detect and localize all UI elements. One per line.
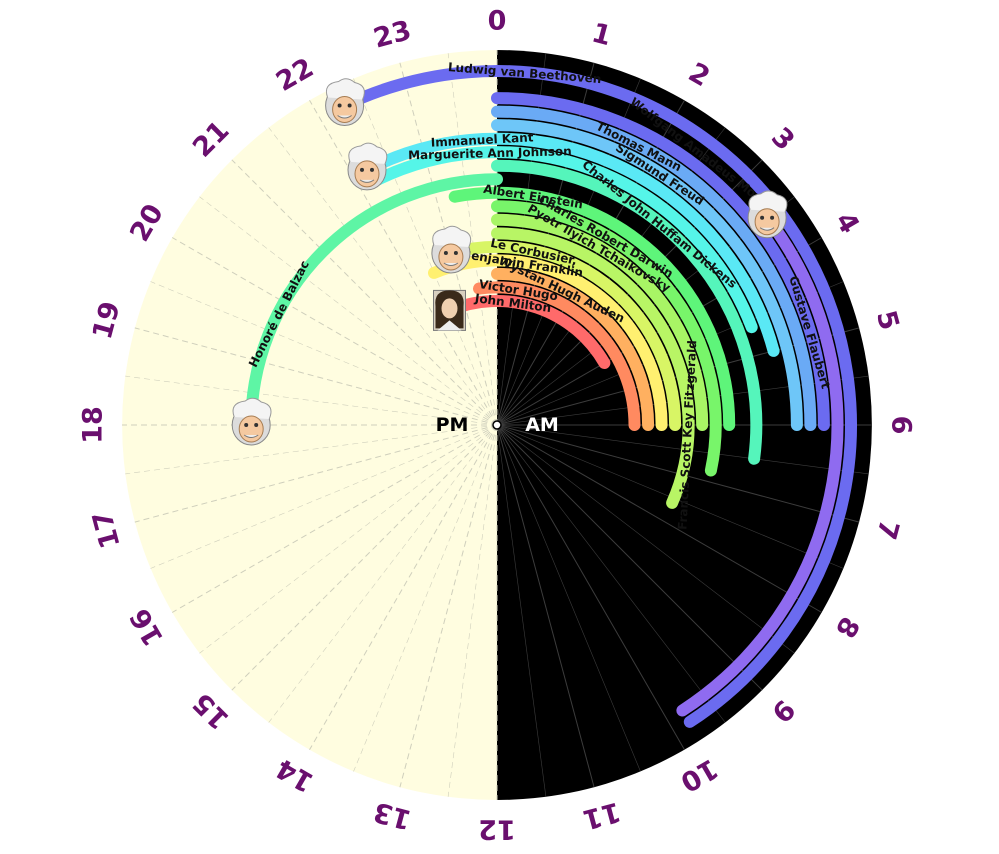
sleep-arc — [491, 227, 695, 509]
hour-label: 3 — [765, 122, 800, 157]
hour-label: 13 — [370, 795, 414, 835]
gridline — [309, 99, 498, 426]
gridline — [496, 424, 595, 788]
gridline — [171, 424, 498, 613]
gridline — [150, 424, 498, 569]
gridline — [309, 424, 498, 751]
gridline — [447, 53, 498, 426]
hour-label: 10 — [675, 752, 723, 798]
am-label: AM — [525, 414, 559, 436]
sleep-arc — [444, 240, 682, 431]
gridline — [496, 424, 685, 751]
gridline — [353, 78, 498, 426]
gridline — [268, 127, 498, 426]
sleeper-name-label: Immanuel Kant — [430, 130, 534, 149]
sleep-arc — [448, 186, 736, 431]
gridline — [496, 424, 726, 723]
hour-label: 20 — [124, 199, 170, 247]
hour-label: 16 — [124, 603, 170, 651]
hour-label: 12 — [478, 814, 516, 845]
pm-label: PM — [436, 414, 469, 436]
portrait-image — [431, 225, 472, 274]
portrait-image — [325, 78, 365, 126]
hour-label: 15 — [187, 686, 235, 734]
sleep-arc — [491, 159, 763, 465]
gridline — [353, 424, 498, 772]
sleep-arc — [428, 254, 668, 431]
hour-label: 5 — [870, 307, 905, 333]
hour-label: 1 — [589, 17, 615, 52]
hour-label: 11 — [579, 795, 623, 835]
hour-label: 8 — [829, 611, 865, 643]
gridline — [150, 281, 498, 426]
gridline — [496, 424, 795, 654]
center-dot — [492, 420, 502, 430]
hour-label: 21 — [187, 115, 235, 163]
gridline — [199, 424, 498, 654]
gridline — [171, 237, 498, 426]
gridline — [125, 424, 498, 475]
hour-label: 6 — [886, 416, 917, 435]
gridline — [134, 424, 498, 523]
portrait-image — [347, 142, 388, 191]
sleep-arc — [491, 92, 830, 431]
gridline — [231, 159, 498, 426]
sleeper-name-label: Marguerite Ann Johnson — [408, 144, 572, 162]
hour-label: 0 — [488, 6, 507, 37]
gridline — [399, 62, 498, 426]
hour-label: 19 — [87, 298, 127, 342]
portrait-image — [433, 289, 466, 331]
gridline — [496, 424, 641, 772]
portrait-image — [747, 190, 788, 239]
sleep-arc — [676, 211, 844, 717]
gridline — [399, 424, 498, 788]
hour-label: 17 — [87, 507, 127, 551]
clock-center: PM AM — [436, 414, 559, 436]
gridline — [231, 424, 498, 691]
sleep-arcs — [245, 65, 857, 728]
sleep-arc — [338, 65, 857, 728]
gridline — [447, 424, 498, 797]
hour-label: 2 — [683, 57, 715, 93]
hour-label: 4 — [829, 207, 865, 239]
day-half — [122, 50, 498, 800]
sleep-arc — [491, 267, 655, 431]
gridline — [496, 424, 547, 797]
gridline — [199, 196, 498, 426]
gridline — [496, 424, 823, 613]
sleep-arc — [245, 173, 503, 431]
gridline — [134, 327, 498, 426]
sleep-arc — [491, 200, 722, 477]
gridline — [125, 375, 498, 426]
hour-label: 22 — [271, 52, 319, 98]
portrait-image — [231, 397, 272, 446]
hour-label: 18 — [78, 406, 109, 444]
sleep-arc — [491, 105, 817, 431]
hour-label: 14 — [271, 752, 319, 798]
sleep-arc — [361, 132, 780, 357]
hour-label: 7 — [870, 517, 905, 543]
sleep-arc — [443, 295, 611, 369]
hour-label: 23 — [370, 15, 414, 55]
sleep-arc — [473, 281, 641, 431]
sleep-arc — [367, 146, 758, 334]
sleep-arc — [491, 119, 803, 431]
sleep-arc — [491, 213, 709, 431]
gridline — [268, 424, 498, 723]
hour-label: 9 — [765, 693, 800, 728]
gridline — [496, 424, 763, 691]
